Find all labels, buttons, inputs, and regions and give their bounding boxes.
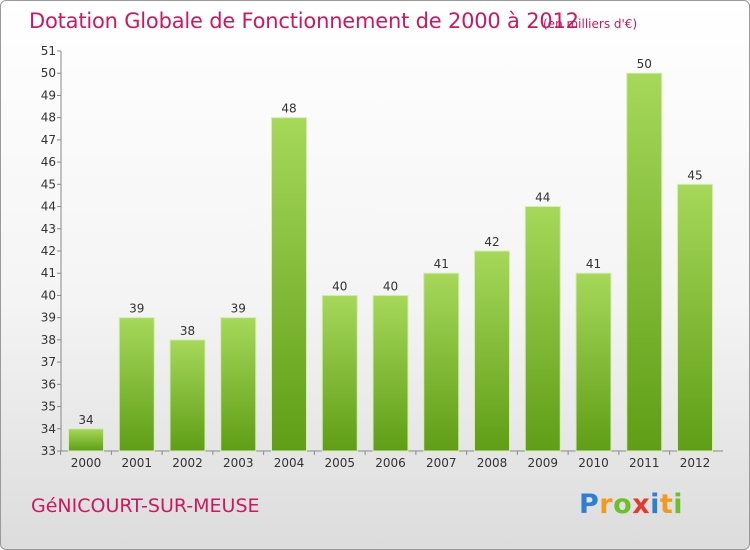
bar-value-label: 34 bbox=[78, 413, 93, 427]
x-tick-label: 2001 bbox=[121, 456, 152, 470]
y-tick-label: 50 bbox=[41, 66, 56, 80]
y-tick-label: 34 bbox=[41, 422, 56, 436]
bar-value-label: 39 bbox=[129, 302, 144, 316]
y-tick-label: 45 bbox=[41, 177, 56, 191]
bar bbox=[423, 272, 460, 452]
y-tick-label: 49 bbox=[41, 88, 56, 102]
bar-value-label: 41 bbox=[434, 257, 449, 271]
logo-letter: o bbox=[613, 489, 633, 520]
bar-value-label: 48 bbox=[281, 102, 296, 116]
y-tick-label: 38 bbox=[41, 333, 56, 347]
y-tick-label: 42 bbox=[41, 244, 56, 258]
proxiti-logo: Proxiti bbox=[579, 489, 683, 520]
bar-value-label: 42 bbox=[484, 235, 499, 249]
bar bbox=[474, 250, 510, 452]
bar bbox=[321, 294, 358, 452]
chart-subtitle: (en milliers d'€) bbox=[543, 17, 638, 31]
y-tick-label: 33 bbox=[41, 444, 56, 458]
bar bbox=[169, 339, 206, 452]
bar bbox=[118, 317, 155, 452]
bar-value-label: 44 bbox=[535, 191, 550, 205]
logo-letter: r bbox=[599, 489, 614, 520]
bar bbox=[575, 272, 612, 452]
x-tick-label: 2002 bbox=[172, 456, 203, 470]
bar-value-label: 41 bbox=[586, 257, 601, 271]
bar bbox=[524, 206, 561, 452]
bar-value-label: 40 bbox=[383, 279, 398, 293]
y-tick-label: 43 bbox=[41, 222, 56, 236]
x-tick-label: 2011 bbox=[629, 456, 660, 470]
bar bbox=[220, 317, 257, 452]
x-tick-label: 2008 bbox=[477, 456, 508, 470]
bar bbox=[677, 183, 713, 452]
x-tick-label: 2012 bbox=[680, 456, 711, 470]
bar bbox=[372, 294, 409, 452]
logo-letter: i bbox=[650, 489, 660, 520]
bar bbox=[626, 72, 663, 452]
logo-letter: x bbox=[632, 489, 651, 520]
y-tick-label: 37 bbox=[41, 355, 56, 369]
x-tick-label: 2009 bbox=[527, 456, 558, 470]
commune-name: GéNICOURT-SUR-MEUSE bbox=[31, 495, 260, 517]
y-tick-label: 40 bbox=[41, 288, 56, 302]
bar-value-label: 38 bbox=[180, 324, 195, 338]
y-tick-label: 51 bbox=[41, 44, 56, 58]
y-tick-label: 46 bbox=[41, 155, 56, 169]
x-tick-label: 2010 bbox=[578, 456, 609, 470]
bar bbox=[271, 117, 307, 452]
x-tick-label: 2007 bbox=[426, 456, 457, 470]
chart-bars: 34 39 38 39 48 40 40 41 42 44 41 50 45 bbox=[68, 57, 713, 452]
x-tick-label: 2006 bbox=[375, 456, 406, 470]
bar bbox=[68, 428, 104, 452]
logo-letter: t bbox=[659, 489, 674, 520]
y-tick-label: 39 bbox=[41, 311, 56, 325]
x-tick-label: 2005 bbox=[324, 456, 355, 470]
logo-letter: i bbox=[673, 489, 684, 520]
logo-letter: P bbox=[579, 489, 600, 520]
y-tick-label: 41 bbox=[41, 266, 56, 280]
chart-title: Dotation Globale de Fonctionnement de 20… bbox=[29, 9, 579, 33]
y-tick-label: 48 bbox=[41, 111, 56, 125]
bar-value-label: 39 bbox=[231, 302, 246, 316]
bar-value-label: 45 bbox=[687, 168, 702, 182]
y-tick-label: 35 bbox=[41, 400, 56, 414]
y-tick-label: 44 bbox=[41, 200, 56, 214]
y-tick-label: 47 bbox=[41, 133, 56, 147]
bar-value-label: 50 bbox=[637, 57, 652, 71]
bar-value-label: 40 bbox=[332, 279, 347, 293]
x-tick-label: 2000 bbox=[71, 456, 102, 470]
x-tick-label: 2004 bbox=[274, 456, 305, 470]
x-tick-label: 2003 bbox=[223, 456, 254, 470]
y-tick-label: 36 bbox=[41, 377, 56, 391]
chart-axes: 33 34 35 36 37 38 39 40 41 42 43 44 45 46 47 48 49 50 51 20… bbox=[41, 44, 723, 470]
